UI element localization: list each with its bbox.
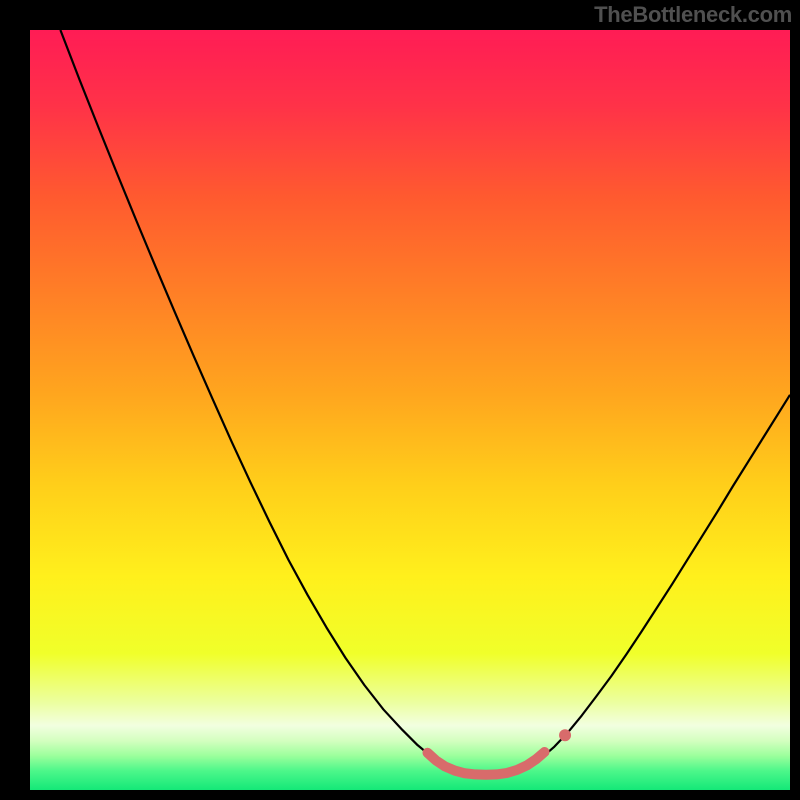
plot-background bbox=[30, 30, 790, 790]
bottleneck-curve-chart bbox=[0, 0, 800, 800]
valley-end-dot bbox=[559, 729, 571, 741]
chart-stage: TheBottleneck.com bbox=[0, 0, 800, 800]
